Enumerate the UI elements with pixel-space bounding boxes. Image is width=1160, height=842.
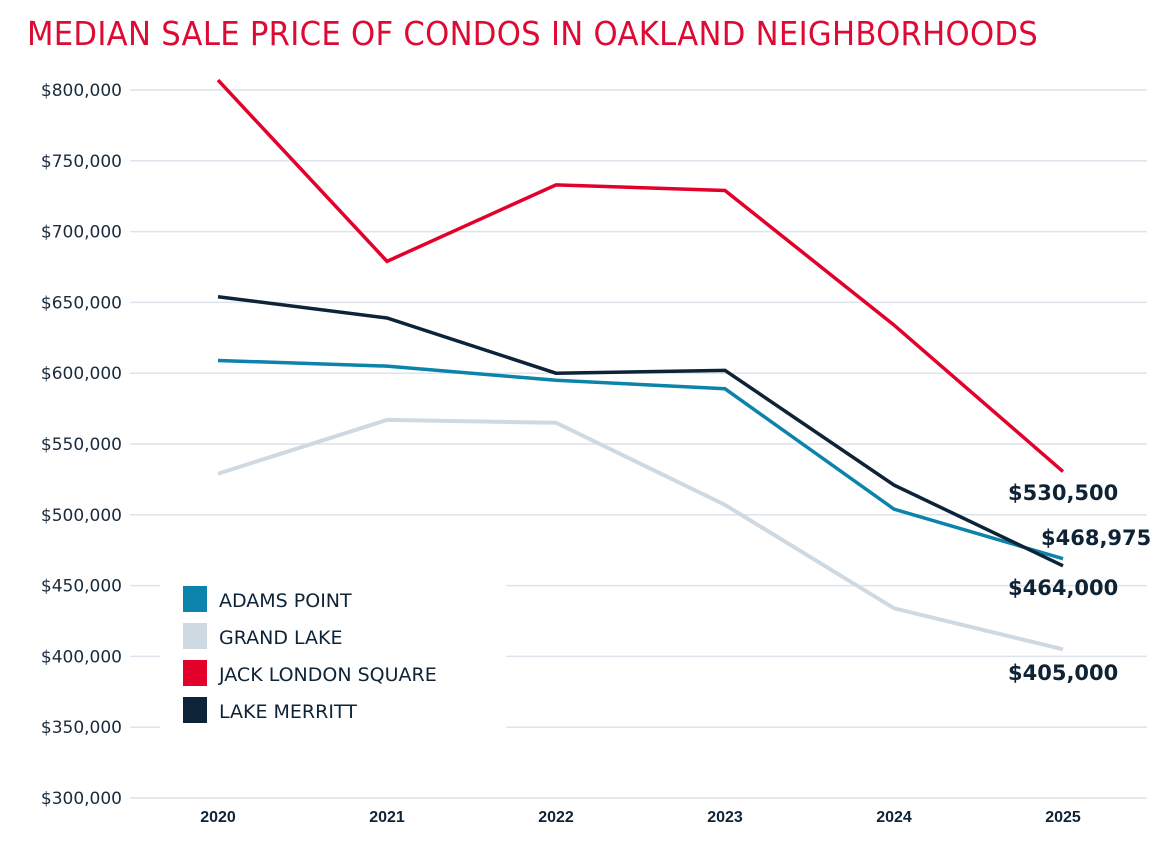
- legend-label: LAKE MERRITT: [219, 701, 357, 723]
- legend: ADAMS POINT GRAND LAKE JACK LONDON SQUARE L…: [160, 560, 506, 750]
- series-line-jack-london-square: [216, 78, 1065, 473]
- legend-swatch: [183, 660, 207, 686]
- x-tick-label: 2025: [1045, 809, 1081, 826]
- x-tick-label: 2020: [200, 809, 236, 826]
- end-value-label: $405,000: [1008, 661, 1118, 685]
- y-axis: $300,000 $350,000 $400,000 $450,000 $500,000…: [41, 81, 122, 809]
- legend-swatch: [183, 623, 207, 649]
- legend-label: GRAND LAKE: [219, 627, 343, 649]
- legend-swatch: [183, 586, 207, 612]
- y-tick-label: $650,000: [41, 293, 122, 313]
- end-value-label: $530,500: [1008, 481, 1118, 505]
- x-tick-label: 2021: [369, 809, 405, 826]
- end-value-label: $468,975: [1041, 526, 1151, 550]
- x-tick-label: 2022: [538, 809, 574, 826]
- y-tick-label: $600,000: [41, 364, 122, 384]
- series-line-grand-lake: [217, 417, 1064, 652]
- series-line-adams-point: [217, 358, 1064, 561]
- y-tick-label: $400,000: [41, 647, 122, 667]
- x-axis: 2020 2021 2022 2023 2024 2025: [200, 809, 1081, 826]
- legend-label: JACK LONDON SQUARE: [218, 664, 437, 686]
- legend-swatch: [183, 697, 207, 723]
- chart-title: MEDIAN SALE PRICE OF CONDOS IN OAKLAND N…: [27, 14, 1039, 53]
- y-tick-label: $300,000: [41, 789, 122, 809]
- x-tick-label: 2023: [707, 809, 743, 826]
- y-tick-label: $750,000: [41, 152, 122, 172]
- legend-background: [160, 560, 506, 750]
- end-value-label: $464,000: [1008, 576, 1118, 600]
- y-tick-label: $450,000: [41, 577, 122, 597]
- y-tick-label: $500,000: [41, 506, 122, 526]
- legend-label: ADAMS POINT: [219, 590, 352, 612]
- y-tick-label: $800,000: [41, 81, 122, 101]
- y-tick-label: $700,000: [41, 223, 122, 243]
- series-line-lake-merritt: [217, 294, 1064, 568]
- end-labels: $530,500 $468,975 $464,000 $405,000: [1008, 481, 1151, 685]
- y-tick-label: $550,000: [41, 435, 122, 455]
- x-tick-label: 2024: [876, 809, 912, 826]
- y-tick-label: $350,000: [41, 718, 122, 738]
- series-lines: [216, 78, 1065, 652]
